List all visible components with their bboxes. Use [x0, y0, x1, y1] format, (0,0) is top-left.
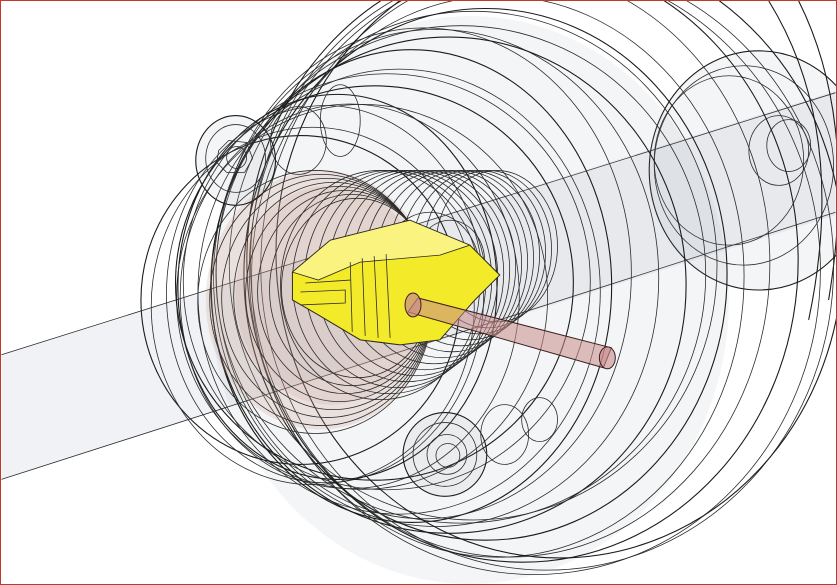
gear-ring — [174, 85, 574, 481]
gear-ring — [166, 105, 485, 484]
bolt-lower[interactable] — [402, 397, 558, 497]
gear-ring — [248, 1, 821, 575]
gear-ring — [215, 25, 707, 524]
gear-ring — [250, 1, 771, 558]
gear-ring — [243, 7, 728, 541]
rear-drum[interactable] — [648, 1, 836, 321]
gear-ring — [228, 10, 718, 521]
bolt-upper[interactable] — [195, 84, 361, 206]
gear-ring — [246, 1, 799, 563]
gear-ring — [176, 103, 549, 490]
pin-rod[interactable] — [404, 292, 616, 370]
gear-ring — [213, 28, 660, 527]
gear-ring — [182, 73, 591, 491]
gear-ring — [251, 1, 745, 558]
